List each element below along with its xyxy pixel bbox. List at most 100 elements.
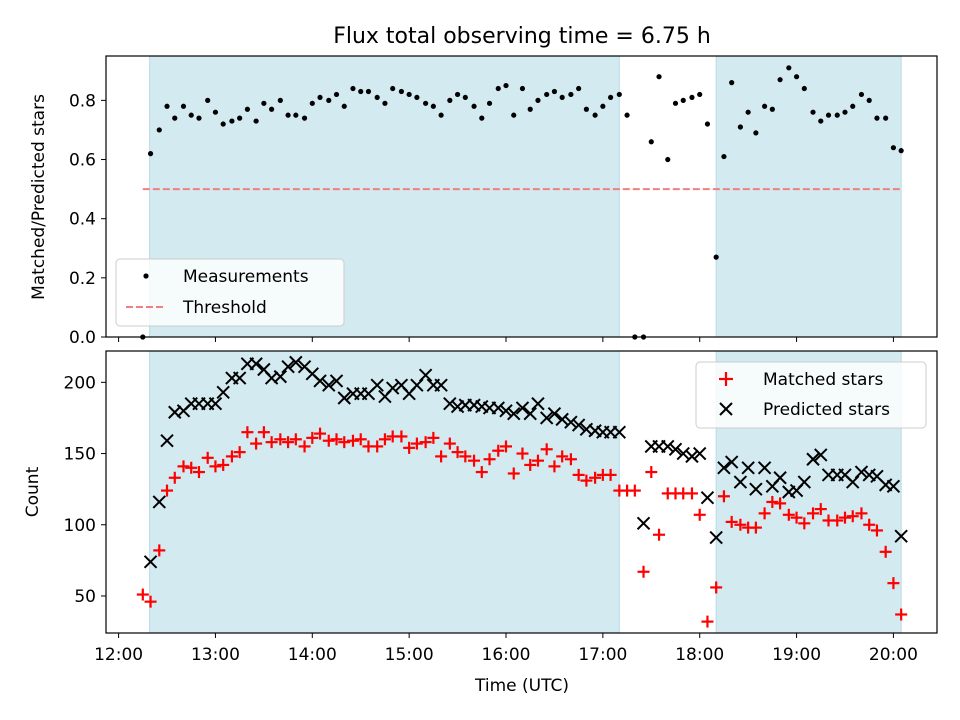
matched-star-point: [628, 484, 641, 497]
x-tick-label: 12:00: [94, 645, 143, 665]
measurement-point: [423, 100, 429, 106]
matched-star-point: [298, 440, 311, 453]
matched-star-point: [435, 450, 448, 463]
matched-star-point: [531, 454, 544, 467]
measurement-point: [301, 115, 308, 121]
measurement-point: [608, 94, 614, 101]
top-y-tick-label: 0.2: [69, 269, 96, 289]
matched-star-point: [419, 436, 432, 449]
measurement-point: [616, 91, 622, 98]
predicted-star-point: [329, 374, 344, 388]
legend-predicted-marker: [719, 402, 733, 416]
matched-star-point: [516, 447, 529, 460]
matched-star-point: [524, 458, 537, 471]
x-tick-label: 20:00: [869, 645, 918, 665]
predicted-star-point: [814, 448, 828, 462]
bottom-y-tick-label: 50: [74, 587, 96, 607]
chart-title: Flux total observing time = 6.75 h: [333, 24, 711, 49]
measurement-point: [196, 115, 202, 121]
predicted-star-point: [797, 475, 812, 489]
x-tick-label: 18:00: [675, 645, 724, 665]
predicted-star-point: [143, 555, 158, 569]
predicted-star-point: [700, 490, 715, 505]
matched-star-point: [451, 446, 464, 459]
measurement-point: [825, 112, 832, 118]
matched-star-point: [701, 615, 714, 628]
measurement-point: [704, 121, 711, 127]
measurement-point: [656, 74, 662, 80]
predicted-star-point: [886, 479, 901, 494]
measurement-point: [269, 106, 275, 112]
predicted-star-point: [232, 371, 247, 385]
measurement-point: [205, 97, 211, 103]
matched-star-point: [136, 588, 149, 601]
predicted-star-point: [571, 418, 586, 432]
measurement-point: [285, 112, 291, 118]
legend-measurements-marker: [143, 273, 149, 279]
x-tick-label: 15:00: [385, 645, 434, 665]
matched-star-point: [798, 517, 811, 530]
matched-star-point: [265, 436, 278, 449]
measurement-point: [326, 97, 332, 103]
measurement-point: [737, 124, 743, 130]
measurement-point: [769, 106, 775, 112]
matched-star-point: [459, 450, 472, 463]
predicted-star-point: [773, 471, 787, 485]
matched-star-point: [177, 460, 190, 473]
measurement-point: [697, 91, 703, 98]
predicted-star-point: [281, 359, 295, 374]
matched-star-point: [766, 495, 779, 508]
matched-star-point: [507, 467, 520, 480]
measurement-point: [374, 94, 380, 101]
matched-star-point: [814, 503, 827, 516]
predicted-star-point: [216, 385, 230, 400]
matched-star-point: [153, 544, 166, 557]
top-y-tick-label: 0.4: [69, 210, 96, 230]
matched-star-point: [870, 524, 883, 537]
measurement-point: [858, 91, 865, 98]
measurement-point: [568, 91, 574, 98]
measurement-point: [551, 88, 558, 95]
x-axis-label: Time (UTC): [474, 676, 569, 696]
measurement-point: [462, 94, 468, 101]
measurement-point: [172, 115, 178, 121]
measurement-point: [583, 106, 589, 112]
matched-star-point: [887, 577, 900, 590]
measurement-point: [801, 85, 807, 92]
legend-threshold-label: Threshold: [182, 298, 267, 318]
measurement-point: [890, 145, 897, 151]
measurement-point: [447, 97, 453, 103]
measurement-point: [544, 91, 550, 98]
x-tick-label: 17:00: [578, 645, 627, 665]
bottom-panel-y-ticks: 50 100 150 200: [64, 373, 106, 607]
measurement-point: [454, 91, 461, 98]
predicted-star-point: [499, 404, 513, 418]
predicted-star-point: [854, 465, 869, 479]
matched-star-point: [540, 443, 553, 456]
predicted-star-point: [160, 434, 174, 448]
matched-star-point: [717, 490, 730, 503]
predicted-star-point: [491, 401, 505, 415]
legend-matched-marker: [719, 372, 733, 386]
x-tick-label: 14:00: [288, 645, 337, 665]
measurement-point: [471, 103, 477, 109]
measurement-point: [293, 112, 299, 118]
legend-measurements-label: Measurements: [183, 267, 309, 287]
predicted-star-point: [531, 396, 545, 411]
bottom-legend-box: [695, 361, 927, 429]
matched-star-point: [572, 468, 585, 481]
measurement-point: [729, 80, 735, 86]
top-y-tick-label: 0.0: [69, 328, 96, 348]
predicted-star-point: [370, 378, 384, 392]
matched-star-point: [233, 446, 246, 459]
matched-star-point: [879, 545, 892, 558]
matched-star-point: [734, 518, 747, 531]
matched-star-point: [782, 508, 795, 521]
matched-star-point: [289, 433, 302, 446]
matched-star-point: [483, 453, 496, 466]
measurement-point: [358, 88, 364, 95]
matched-star-point: [685, 487, 698, 500]
matched-star-point: [468, 454, 481, 467]
matched-star-point: [217, 458, 230, 471]
predicted-star-point: [564, 415, 578, 429]
